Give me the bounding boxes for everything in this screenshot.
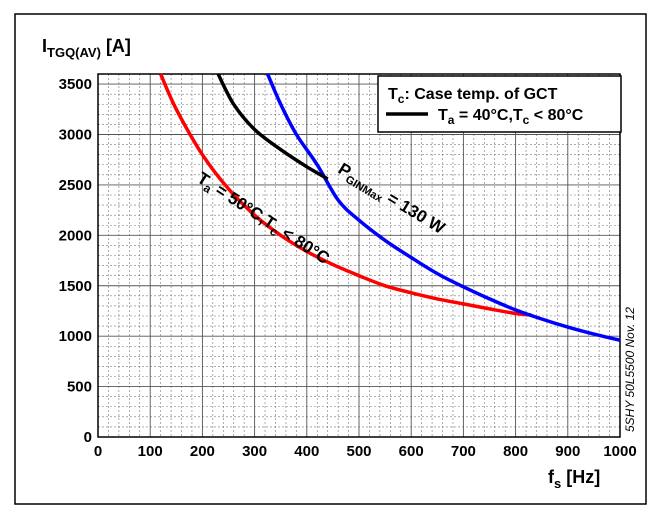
x-axis-ticks: 0 100 200 300 400 500 600 700 800 900 1000 <box>94 443 637 460</box>
plot-frame <box>97 73 621 438</box>
legend-box <box>377 75 622 133</box>
x-tick-label: 100 <box>138 443 163 460</box>
grid <box>97 73 621 438</box>
x-axis-label: fs [Hz] <box>548 467 600 491</box>
y-tick-label: 2500 <box>59 177 92 194</box>
series-group <box>159 73 621 342</box>
x-tick-label: 500 <box>346 443 371 460</box>
x-tick-label: 600 <box>399 443 424 460</box>
legend-header: Tc: Case temp. of GCT <box>388 86 558 106</box>
x-tick-label: 300 <box>242 443 267 460</box>
y-tick-label: 500 <box>67 379 92 396</box>
x-tick-label: 400 <box>294 443 319 460</box>
y-tick-label: 2000 <box>59 227 92 244</box>
legend: Tc: Case temp. of GCT Ta = 40°C,Tc < 80°… <box>377 75 622 133</box>
y-tick-label: 1000 <box>59 328 92 345</box>
x-tick-label: 900 <box>555 443 580 460</box>
y-axis-label: ITGQ(AV) [A] <box>42 36 131 60</box>
y-tick-label: 0 <box>84 429 92 446</box>
x-tick-label: 0 <box>94 443 102 460</box>
x-tick-label: 200 <box>190 443 215 460</box>
x-tick-label: 700 <box>451 443 476 460</box>
series-line-2 <box>216 73 329 181</box>
x-tick-label: 800 <box>503 443 528 460</box>
legend-entry-label: Ta = 40°C,Tc < 80°C <box>438 107 584 127</box>
y-axis-ticks: 0 500 1000 1500 2000 2500 3000 3500 <box>59 76 92 446</box>
series-line-0 <box>159 73 532 317</box>
x-tick-label: 1000 <box>603 443 636 460</box>
side-note: 5SHY 50L5500 Nov. 12 <box>623 307 637 432</box>
y-tick-label: 3500 <box>59 76 92 93</box>
y-tick-label: 1500 <box>59 278 92 295</box>
y-tick-label: 3000 <box>59 127 92 144</box>
series-line-1 <box>265 73 621 342</box>
